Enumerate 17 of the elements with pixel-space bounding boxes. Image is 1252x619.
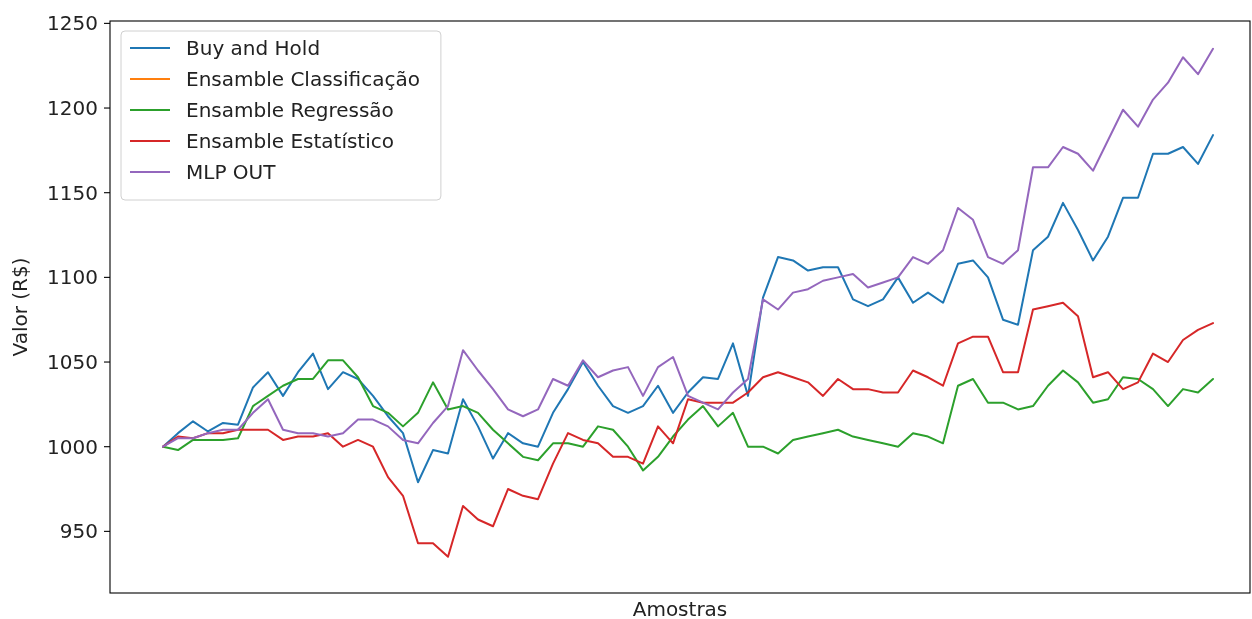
legend-label: Ensamble Estatístico (186, 129, 394, 153)
line-series (162, 301, 1214, 558)
legend-label: Ensamble Classificação (186, 67, 420, 91)
y-tick-label: 1100 (47, 265, 98, 290)
y-tick-label: 950 (59, 519, 98, 544)
legend-label: Buy and Hold (186, 36, 321, 60)
legend-label: MLP OUT (186, 160, 277, 184)
y-tick-label: 1050 (47, 350, 98, 375)
y-tick-label: 1000 (47, 434, 98, 459)
y-tick-label: 1200 (47, 96, 98, 121)
line-series (162, 359, 1214, 472)
y-tick-label: 1250 (47, 11, 98, 36)
y-axis-title: Valor (R$) (8, 257, 32, 357)
x-axis-title: Amostras (632, 597, 728, 619)
legend-label: Ensamble Regressão (186, 98, 394, 122)
line-series (162, 134, 1214, 484)
y-tick-label: 1150 (47, 180, 98, 205)
